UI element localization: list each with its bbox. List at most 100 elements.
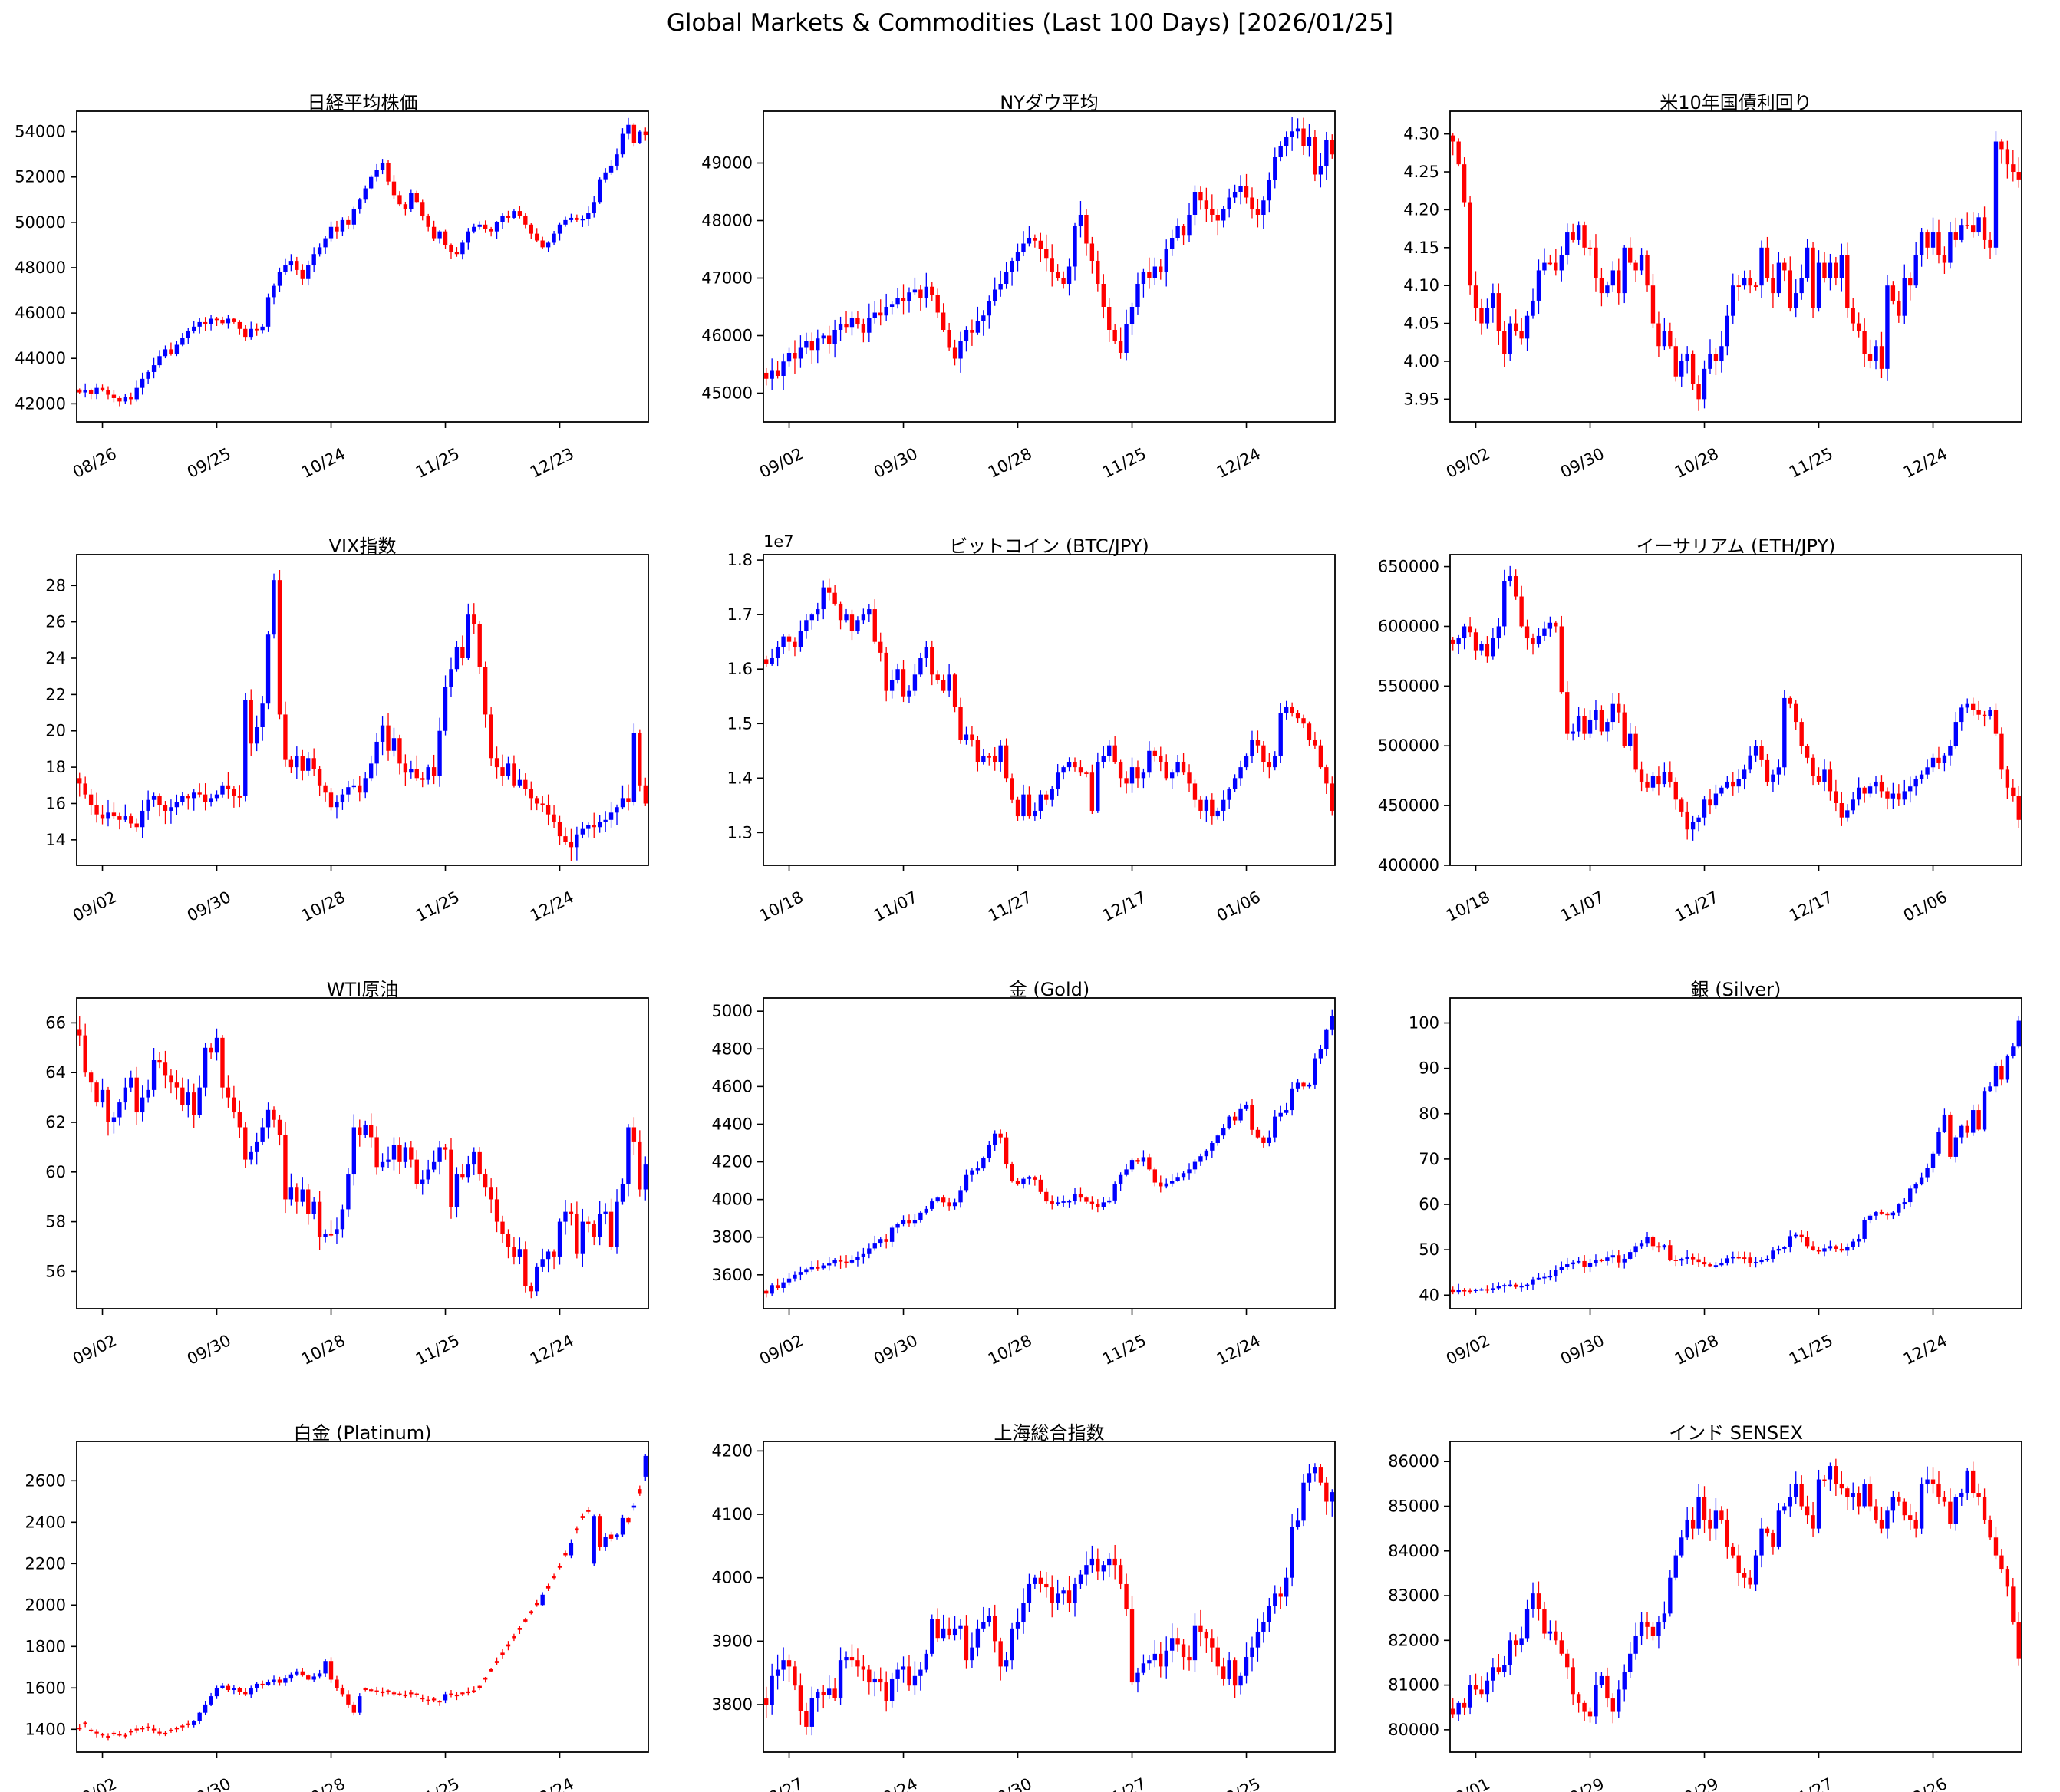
svg-text:80000: 80000: [1388, 1721, 1439, 1739]
svg-text:10/29: 10/29: [1672, 1774, 1722, 1792]
svg-text:10/28: 10/28: [298, 1331, 348, 1369]
svg-text:47000: 47000: [701, 269, 753, 288]
svg-text:10/28: 10/28: [985, 1331, 1035, 1369]
svg-text:82000: 82000: [1388, 1631, 1439, 1649]
svg-text:09/30: 09/30: [184, 1331, 234, 1369]
axes: [757, 110, 1336, 428]
svg-text:10/28: 10/28: [298, 1774, 348, 1792]
candles: [764, 578, 1334, 825]
svg-text:49000: 49000: [701, 154, 753, 173]
svg-text:2000: 2000: [25, 1596, 66, 1614]
axes: [757, 997, 1336, 1315]
svg-text:1800: 1800: [25, 1637, 66, 1655]
axes: [1444, 110, 2022, 428]
candles: [764, 1009, 1334, 1298]
chart-cell-btc: 1.3 1.4 1.5 1.6 1.7 1.8 10/18 11/07 11/27 12/17 01…: [687, 520, 1373, 964]
chart-title: VIX指数: [328, 535, 397, 557]
chart-title: インド SENSEX: [1669, 1422, 1803, 1444]
svg-text:11/25: 11/25: [1099, 1331, 1149, 1369]
svg-text:42000: 42000: [15, 394, 66, 413]
svg-text:12/24: 12/24: [527, 888, 577, 925]
svg-text:3600: 3600: [712, 1266, 753, 1284]
candles: [764, 1463, 1334, 1736]
svg-text:1600: 1600: [25, 1678, 66, 1697]
candlestick-chart-platinum: 1400 1600 1800 2000 2200 2400 2600 09/02 09/30 10…: [25, 1441, 649, 1792]
axes: [1444, 554, 2022, 871]
charts-grid: 42000 44000 46000 48000 50000 52000 54000 08/26…: [0, 77, 2060, 1792]
svg-text:11/25: 11/25: [1786, 444, 1836, 482]
svg-text:10/18: 10/18: [756, 888, 806, 925]
svg-text:12/24: 12/24: [1900, 1331, 1950, 1369]
svg-text:4.00: 4.00: [1403, 352, 1439, 371]
svg-text:4.30: 4.30: [1403, 125, 1439, 143]
chart-cell-platinum: 1400 1600 1800 2000 2200 2400 2600 09/02 09/30 10…: [0, 1407, 687, 1792]
svg-text:80: 80: [1419, 1105, 1439, 1123]
svg-text:64: 64: [45, 1063, 66, 1082]
svg-text:09/30: 09/30: [871, 1331, 921, 1369]
chart-title: WTI原油: [326, 979, 399, 1000]
svg-text:12/26: 12/26: [1900, 1774, 1950, 1792]
svg-text:85000: 85000: [1388, 1497, 1439, 1515]
svg-text:70: 70: [1419, 1150, 1439, 1168]
svg-text:09/02: 09/02: [756, 444, 806, 482]
svg-text:09/30: 09/30: [184, 1774, 234, 1792]
chart-title: 米10年国債利回り: [1660, 92, 1812, 114]
chart-title: 銀 (Silver): [1690, 979, 1781, 1000]
svg-text:09/02: 09/02: [70, 888, 120, 925]
chart-title: 上海総合指数: [994, 1422, 1105, 1444]
svg-text:11/27: 11/27: [1672, 888, 1722, 925]
svg-text:10/28: 10/28: [1672, 1331, 1722, 1369]
candlestick-chart-gold: 3600 3800 4000 4200 4400 4600 4800 5000 09/02 09/…: [712, 997, 1336, 1369]
svg-text:3900: 3900: [712, 1632, 753, 1650]
tick-labels: 1.3 1.4 1.5 1.6 1.7 1.8 10/18 11/07 11/27 12/17 01…: [727, 532, 1264, 925]
candles: [1451, 1458, 2021, 1724]
svg-text:54000: 54000: [15, 123, 66, 141]
svg-text:12/25: 12/25: [1214, 1774, 1264, 1792]
candles: [77, 570, 648, 861]
svg-text:45000: 45000: [701, 384, 753, 403]
svg-text:550000: 550000: [1378, 677, 1439, 695]
svg-text:450000: 450000: [1378, 796, 1439, 815]
svg-text:01/06: 01/06: [1214, 888, 1264, 925]
svg-text:09/02: 09/02: [756, 1331, 806, 1369]
svg-text:09/01: 09/01: [1443, 1774, 1493, 1792]
chart-cell-vix: 14 16 18 20 22 24 26 28 09/02 09/30 10/28 11/25 12/2…: [0, 520, 687, 964]
svg-text:10/28: 10/28: [1672, 444, 1722, 482]
svg-text:12/24: 12/24: [1900, 444, 1950, 482]
svg-text:10/28: 10/28: [985, 444, 1035, 482]
axes: [71, 997, 649, 1315]
axes: [71, 110, 649, 428]
axes: [1444, 1441, 2022, 1758]
svg-text:5000: 5000: [712, 1002, 753, 1020]
svg-text:12/24: 12/24: [1214, 444, 1264, 482]
chart-cell-dow: 45000 46000 47000 48000 49000 09/02 09/30 10/28…: [687, 77, 1373, 520]
candles: [77, 1016, 648, 1299]
svg-text:4.10: 4.10: [1403, 276, 1439, 295]
svg-text:22: 22: [45, 685, 66, 703]
svg-text:11/27: 11/27: [1786, 1774, 1836, 1792]
svg-text:1.4: 1.4: [727, 769, 753, 787]
candlestick-chart-sensex: 80000 81000 82000 83000 84000 85000 86000 09/01…: [1388, 1441, 2022, 1792]
svg-text:4.20: 4.20: [1403, 200, 1439, 219]
svg-text:12/17: 12/17: [1786, 888, 1836, 925]
svg-text:09/02: 09/02: [70, 1331, 120, 1369]
tick-labels: 40 50 60 70 80 90 100 09/02 09/30 10/28 11/25 12/24: [1409, 1014, 1950, 1369]
svg-text:500000: 500000: [1378, 736, 1439, 755]
svg-text:4200: 4200: [712, 1441, 753, 1460]
tick-labels: 3600 3800 4000 4200 4400 4600 4800 5000 09/02 09/…: [712, 1002, 1264, 1369]
svg-text:11/07: 11/07: [1557, 888, 1607, 925]
svg-text:4.15: 4.15: [1403, 239, 1439, 257]
candles: [1451, 1016, 2021, 1296]
svg-text:12/24: 12/24: [1214, 1331, 1264, 1369]
svg-text:10/28: 10/28: [298, 888, 348, 925]
candles: [764, 117, 1334, 390]
svg-text:4400: 4400: [712, 1115, 753, 1133]
svg-text:56: 56: [45, 1262, 66, 1280]
tick-labels: 3.95 4.00 4.05 4.10 4.15 4.20 4.25 4.30 09/02 09/…: [1403, 125, 1950, 482]
svg-text:09/02: 09/02: [1443, 1331, 1493, 1369]
svg-text:1400: 1400: [25, 1720, 66, 1738]
svg-text:28: 28: [45, 576, 66, 595]
svg-text:09/30: 09/30: [184, 888, 234, 925]
svg-text:10/30: 10/30: [985, 1774, 1035, 1792]
tick-labels: 400000 450000 500000 550000 600000 650000 10/1…: [1378, 558, 1950, 925]
